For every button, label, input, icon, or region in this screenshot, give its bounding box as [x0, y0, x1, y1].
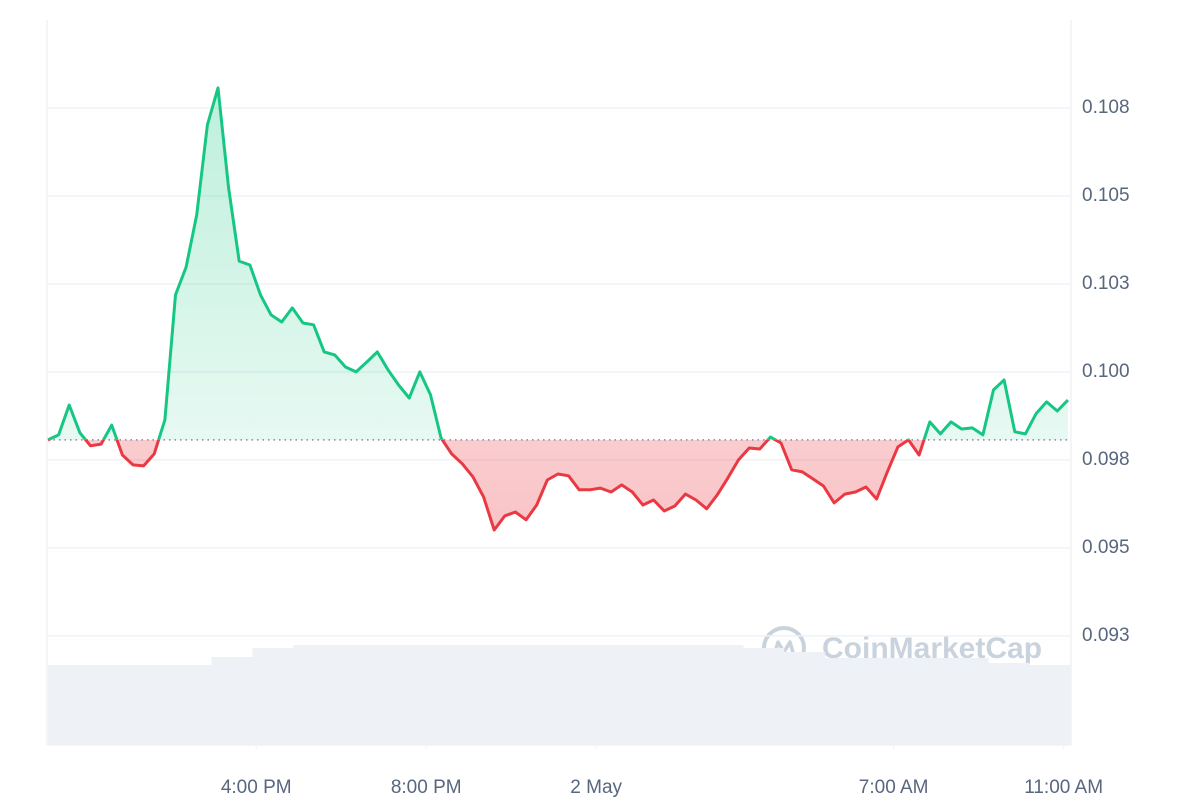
volume-bar: [661, 645, 703, 745]
volume-bar: [865, 658, 907, 745]
volume-bar: [824, 658, 867, 745]
x-tick-label: 11:00 AM: [1024, 777, 1103, 798]
y-tick-label: 0.098: [1082, 449, 1130, 470]
price-line-down: [47, 439, 926, 532]
volume-bar: [456, 645, 499, 745]
volume-bar: [742, 648, 785, 745]
volume-bar: [702, 645, 744, 745]
volume-bar: [988, 663, 1030, 745]
area-down: [48, 439, 1068, 530]
y-tick-label: 0.105: [1082, 185, 1130, 206]
y-tick-label: 0.100: [1082, 361, 1130, 382]
volume-bar: [579, 645, 621, 745]
volume-bar: [906, 658, 948, 745]
volume-bar: [1029, 665, 1071, 745]
volume-bar: [497, 645, 540, 745]
volume-bar: [252, 648, 294, 745]
area-up: [48, 87, 1068, 440]
volume-bar: [538, 645, 580, 745]
volume-bar: [48, 665, 90, 745]
volume-bar: [88, 665, 131, 745]
volume-bar: [375, 645, 417, 745]
volume-bar: [620, 645, 662, 745]
y-tick-label: 0.093: [1082, 625, 1130, 646]
volume-bar: [211, 657, 253, 745]
x-tick-label: 4:00 PM: [221, 777, 292, 798]
y-tick-label: 0.103: [1082, 273, 1130, 294]
x-tick-label: 2 May: [570, 777, 622, 798]
volume-bar: [129, 665, 172, 745]
price-line-up: [47, 86, 1069, 440]
x-tick-label: 8:00 PM: [391, 777, 462, 798]
volume-bar: [293, 645, 335, 745]
volume-bar: [170, 665, 213, 745]
y-tick-label: 0.095: [1082, 537, 1130, 558]
volume-bar: [947, 658, 989, 745]
x-tick-label: 7:00 AM: [859, 777, 929, 798]
volume-bar: [783, 652, 826, 745]
volume-bar: [334, 645, 376, 745]
volume-bar: [415, 645, 458, 745]
y-tick-label: 0.108: [1082, 97, 1130, 118]
